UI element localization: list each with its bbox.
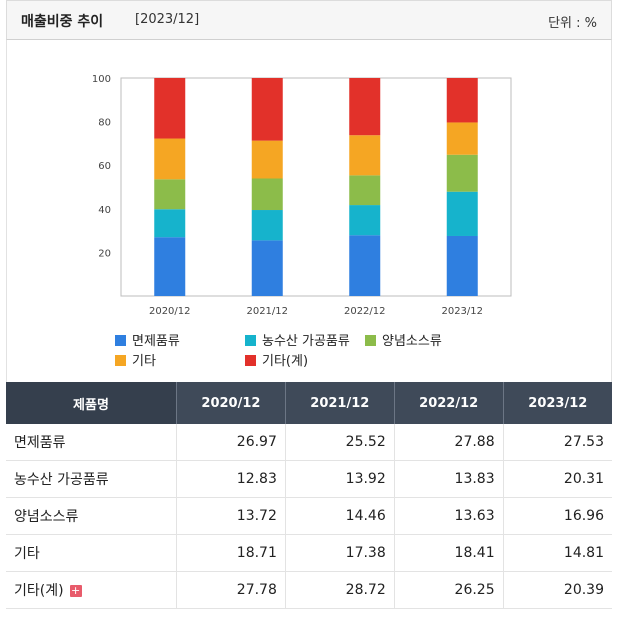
- y-tick-label: 40: [98, 205, 111, 216]
- bar-segment: [349, 135, 381, 176]
- bar-segment: [349, 175, 381, 206]
- cell-value: 12.83: [176, 460, 286, 498]
- row-name: 농수산 가공품류: [6, 460, 177, 498]
- cell-value: 20.31: [503, 460, 612, 498]
- cell-value: 20.39: [503, 571, 612, 609]
- cell-value: 14.46: [285, 497, 395, 535]
- cell-value: 26.25: [394, 571, 504, 609]
- cell-value: 13.72: [176, 497, 286, 535]
- cell-value: 18.71: [176, 534, 286, 572]
- bar-segment: [154, 209, 186, 238]
- bar-segment: [154, 138, 186, 180]
- y-tick-label: 20: [98, 248, 111, 259]
- unit-label: 단위 : %: [548, 16, 597, 31]
- row-name: 기타(계): [14, 583, 64, 599]
- legend-item: 기타: [115, 350, 156, 369]
- widget-title: 매출비중 추이: [21, 14, 104, 30]
- header-2020: 2020/12: [176, 382, 286, 424]
- bar-segment: [349, 205, 381, 236]
- bar-segment: [446, 191, 478, 236]
- header-2022: 2022/12: [394, 382, 504, 424]
- header-2021: 2021/12: [285, 382, 395, 424]
- legend-item: 면제품류: [115, 330, 180, 349]
- bar-segment: [446, 122, 478, 155]
- legend-label: 양념소스류: [382, 334, 442, 349]
- cell-value: 17.38: [285, 534, 395, 572]
- y-tick-label: 60: [98, 161, 111, 172]
- table-row: 농수산 가공품류 12.83 13.92 13.83 20.31: [6, 460, 612, 498]
- data-table: 제품명 2020/12 2021/12 2022/12 2023/12 면제품류…: [6, 382, 612, 609]
- legend-swatch: [115, 335, 126, 346]
- bar-segment: [154, 77, 186, 139]
- bar-segment: [251, 78, 283, 141]
- x-tick-label: 2023/12: [441, 306, 483, 317]
- bar-segment: [446, 154, 478, 192]
- period-label: [2023/12]: [135, 12, 200, 27]
- table-row: 기타 18.71 17.38 18.41 14.81: [6, 534, 612, 572]
- x-tick-label: 2021/12: [246, 306, 288, 317]
- legend-label: 기타(계): [262, 354, 309, 369]
- widget-header: 매출비중 추이 [2023/12] 단위 : %: [6, 0, 612, 40]
- bar-segment: [446, 78, 478, 123]
- legend-item: 양념소스류: [365, 330, 442, 349]
- bar-segment: [446, 235, 478, 296]
- x-tick-label: 2022/12: [344, 306, 386, 317]
- table-row: 양념소스류 13.72 14.46 13.63 16.96: [6, 497, 612, 535]
- row-name: 기타: [6, 534, 177, 572]
- legend-label: 농수산 가공품류: [262, 334, 350, 349]
- row-name-cell: 기타(계) +: [6, 571, 177, 609]
- cell-value: 26.97: [176, 424, 286, 461]
- table-row: 면제품류 26.97 25.52 27.88 27.53: [6, 424, 612, 461]
- bar-segment: [251, 140, 283, 179]
- cell-value: 27.78: [176, 571, 286, 609]
- bar-segment: [349, 78, 381, 136]
- bar-segment: [349, 235, 381, 296]
- y-tick-label: 100: [92, 74, 111, 85]
- y-tick-label: 80: [98, 118, 111, 129]
- legend-item: 농수산 가공품류: [245, 330, 350, 349]
- bar-segment: [251, 240, 283, 296]
- plot-frame: [120, 77, 512, 297]
- cell-value: 16.96: [503, 497, 612, 535]
- header-product: 제품명: [6, 382, 177, 424]
- bar-segment: [251, 178, 283, 211]
- legend-swatch: [245, 355, 256, 366]
- table-header-row: 제품명 2020/12 2021/12 2022/12 2023/12: [6, 382, 612, 424]
- row-name: 면제품류: [6, 424, 177, 461]
- legend-label: 기타: [132, 354, 156, 369]
- sales-mix-widget: 매출비중 추이 [2023/12] 단위 : % 20 40 60 80 100 2020…: [6, 0, 612, 609]
- cell-value: 25.52: [285, 424, 395, 461]
- legend-swatch: [115, 355, 126, 366]
- cell-value: 27.53: [503, 424, 612, 461]
- cell-value: 18.41: [394, 534, 504, 572]
- legend-item: 기타(계): [245, 350, 308, 369]
- cell-value: 14.81: [503, 534, 612, 572]
- chart-area: 20 40 60 80 100 2020/12 2021/12 2022/12 2023/12 …: [6, 40, 612, 382]
- header-2023: 2023/12: [503, 382, 612, 424]
- legend-swatch: [365, 335, 376, 346]
- cell-value: 13.83: [394, 460, 504, 498]
- stacked-bar-chart: 20 40 60 80 100 2020/12 2021/12 2022/12 2023/12: [92, 74, 512, 317]
- expand-plus-icon[interactable]: +: [69, 584, 82, 597]
- cell-value: 13.92: [285, 460, 395, 498]
- legend-swatch: [245, 335, 256, 346]
- cell-value: 28.72: [285, 571, 395, 609]
- row-name: 양념소스류: [6, 497, 177, 535]
- x-tick-label: 2020/12: [149, 306, 191, 317]
- bar-segment: [251, 210, 283, 241]
- cell-value: 13.63: [394, 497, 504, 535]
- table-row: 기타(계) + 27.78 28.72 26.25 20.39: [6, 571, 612, 609]
- bar-segment: [154, 237, 186, 296]
- cell-value: 27.88: [394, 424, 504, 461]
- bar-segment: [154, 179, 186, 210]
- legend-label: 면제품류: [132, 334, 180, 349]
